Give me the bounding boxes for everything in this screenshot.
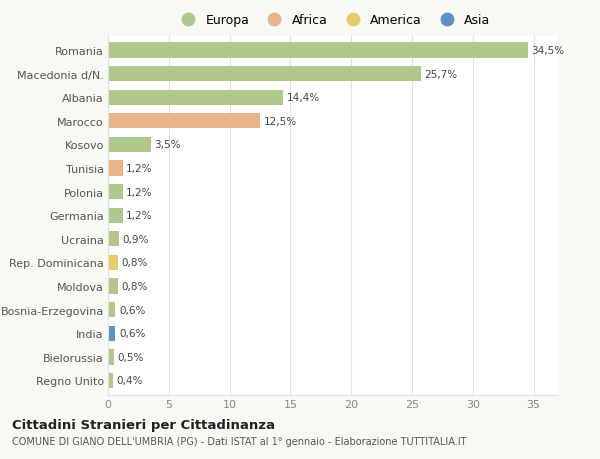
Text: Cittadini Stranieri per Cittadinanza: Cittadini Stranieri per Cittadinanza bbox=[12, 418, 275, 431]
Text: 0,8%: 0,8% bbox=[121, 281, 148, 291]
Text: 1,2%: 1,2% bbox=[126, 163, 153, 174]
Bar bbox=[108, 255, 118, 270]
Bar bbox=[108, 137, 151, 153]
Text: 25,7%: 25,7% bbox=[424, 69, 457, 79]
Text: 0,5%: 0,5% bbox=[118, 352, 144, 362]
Text: COMUNE DI GIANO DELL'UMBRIA (PG) - Dati ISTAT al 1° gennaio - Elaborazione TUTTI: COMUNE DI GIANO DELL'UMBRIA (PG) - Dati … bbox=[12, 436, 467, 446]
Text: 0,8%: 0,8% bbox=[121, 258, 148, 268]
Text: 0,9%: 0,9% bbox=[122, 234, 149, 244]
Text: 0,6%: 0,6% bbox=[119, 305, 145, 315]
Bar bbox=[108, 349, 114, 365]
Bar bbox=[108, 161, 122, 176]
Text: 3,5%: 3,5% bbox=[154, 140, 181, 150]
Bar bbox=[108, 208, 122, 224]
Bar bbox=[108, 90, 283, 106]
Text: 1,2%: 1,2% bbox=[126, 187, 153, 197]
Text: 34,5%: 34,5% bbox=[531, 46, 565, 56]
Bar bbox=[108, 67, 421, 82]
Bar bbox=[108, 185, 122, 200]
Legend: Europa, Africa, America, Asia: Europa, Africa, America, Asia bbox=[175, 14, 491, 27]
Text: 1,2%: 1,2% bbox=[126, 211, 153, 221]
Bar bbox=[108, 373, 113, 388]
Text: 12,5%: 12,5% bbox=[263, 117, 297, 127]
Bar bbox=[108, 232, 119, 247]
Bar bbox=[108, 114, 260, 129]
Text: 0,4%: 0,4% bbox=[116, 375, 143, 386]
Text: 14,4%: 14,4% bbox=[287, 93, 320, 103]
Bar bbox=[108, 279, 118, 294]
Bar bbox=[108, 326, 115, 341]
Text: 0,6%: 0,6% bbox=[119, 329, 145, 338]
Bar bbox=[108, 302, 115, 318]
Bar bbox=[108, 43, 527, 58]
